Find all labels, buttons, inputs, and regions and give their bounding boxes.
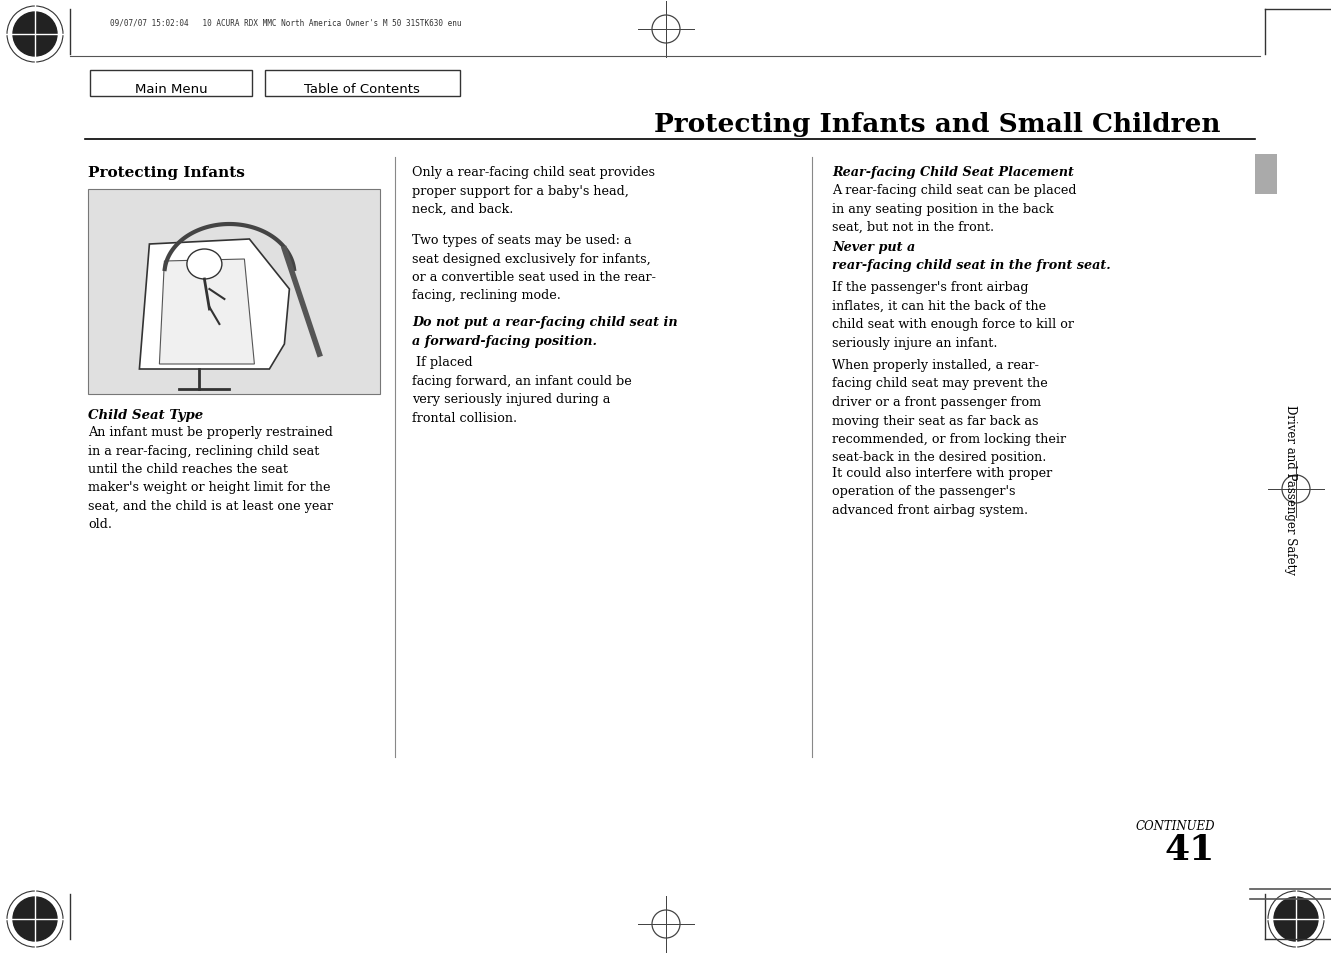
Bar [88, 190, 379, 395]
Text: A rear-facing child seat can be placed
in any seating position in the back
seat,: A rear-facing child seat can be placed i… [832, 184, 1077, 233]
Text: 09/07/07 15:02:04   10 ACURA RDX MMC North America Owner's M 50 31STK630 enu: 09/07/07 15:02:04 10 ACURA RDX MMC North… [110, 18, 462, 27]
Ellipse shape [186, 250, 222, 280]
Polygon shape [140, 240, 289, 370]
Text: Do not put a rear-facing child seat in
a forward-facing position.: Do not put a rear-facing child seat in a… [413, 315, 677, 347]
Text: 41: 41 [1165, 832, 1215, 866]
Bar [265, 71, 461, 97]
Bar [91, 71, 252, 97]
Text: Rear-facing Child Seat Placement: Rear-facing Child Seat Placement [832, 166, 1074, 179]
Text: Only a rear-facing child seat provides
proper support for a baby's head,
neck, a: Only a rear-facing child seat provides p… [413, 166, 655, 215]
Bar [1255, 154, 1276, 194]
Polygon shape [160, 260, 254, 365]
Text: If placed
facing forward, an infant could be
very seriously injured during a
fro: If placed facing forward, an infant coul… [413, 355, 632, 424]
Text: Table of Contents: Table of Contents [303, 83, 421, 96]
Text: It could also interfere with proper
operation of the passenger's
advanced front : It could also interfere with proper oper… [832, 467, 1053, 517]
Text: If the passenger's front airbag
inflates, it can hit the back of the
child seat : If the passenger's front airbag inflates… [832, 281, 1074, 349]
Text: CONTINUED: CONTINUED [1135, 820, 1215, 832]
Text: Two types of seats may be used: a
seat designed exclusively for infants,
or a co: Two types of seats may be used: a seat d… [413, 233, 656, 302]
Text: An infant must be properly restrained
in a rear-facing, reclining child seat
unt: An infant must be properly restrained in… [88, 426, 333, 531]
Text: Child Seat Type: Child Seat Type [88, 409, 204, 421]
Text: Main Menu: Main Menu [134, 83, 208, 96]
Circle shape [1274, 897, 1318, 941]
Text: When properly installed, a rear-
facing child seat may prevent the
driver or a f: When properly installed, a rear- facing … [832, 358, 1066, 464]
Text: Driver and Passenger Safety: Driver and Passenger Safety [1283, 405, 1296, 575]
Text: Never put a
rear-facing child seat in the front seat.: Never put a rear-facing child seat in th… [832, 241, 1111, 273]
Text: Protecting Infants and Small Children: Protecting Infants and Small Children [654, 112, 1221, 137]
Text: Protecting Infants: Protecting Infants [88, 166, 245, 180]
Circle shape [13, 897, 57, 941]
Circle shape [13, 13, 57, 57]
